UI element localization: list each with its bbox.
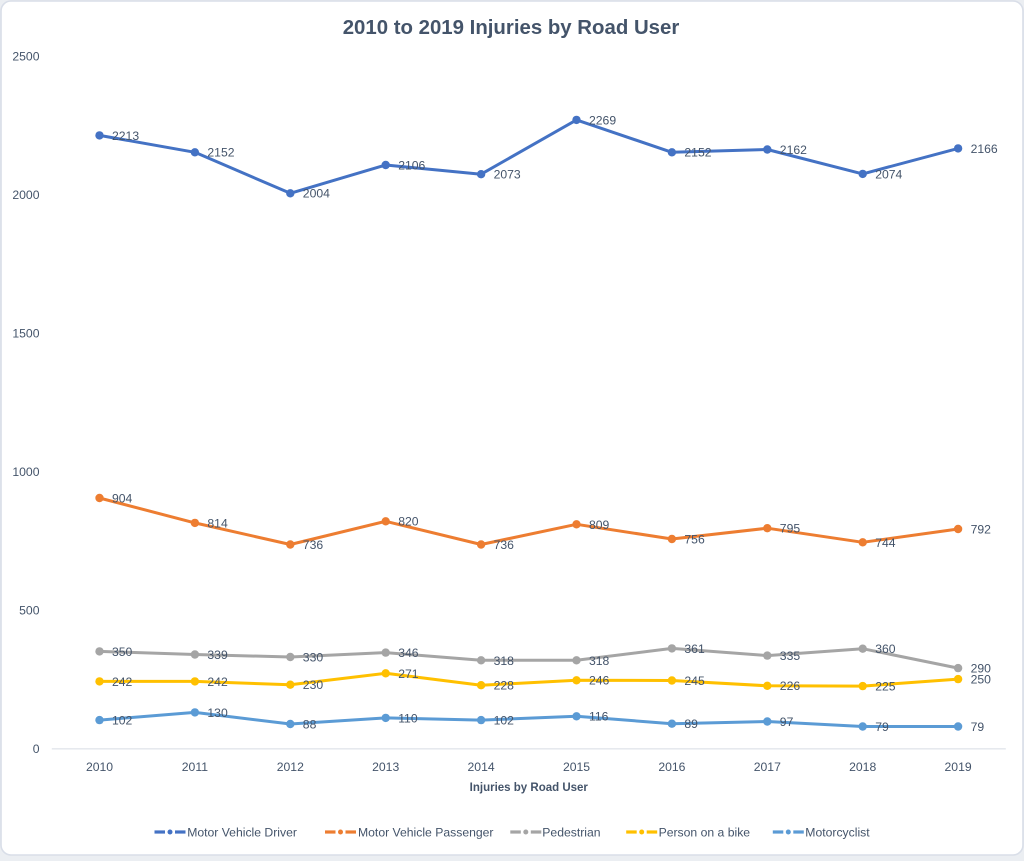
- svg-text:89: 89: [684, 717, 698, 731]
- svg-text:820: 820: [398, 515, 419, 529]
- svg-text:Pedestrian: Pedestrian: [542, 826, 600, 840]
- svg-text:318: 318: [589, 654, 610, 668]
- svg-text:1500: 1500: [12, 326, 39, 340]
- svg-text:242: 242: [112, 675, 133, 689]
- svg-text:2018: 2018: [849, 760, 876, 774]
- svg-text:809: 809: [589, 518, 610, 532]
- svg-text:736: 736: [303, 538, 324, 552]
- svg-text:2500: 2500: [12, 49, 39, 63]
- svg-text:79: 79: [971, 720, 985, 734]
- svg-text:2014: 2014: [468, 760, 495, 774]
- svg-text:2073: 2073: [494, 168, 521, 182]
- svg-text:79: 79: [875, 720, 889, 734]
- svg-text:318: 318: [494, 654, 515, 668]
- svg-text:116: 116: [589, 710, 609, 724]
- svg-text:2000: 2000: [12, 188, 39, 202]
- svg-text:2162: 2162: [780, 143, 807, 157]
- svg-text:330: 330: [303, 650, 324, 664]
- svg-text:2106: 2106: [398, 159, 425, 173]
- svg-text:0: 0: [33, 742, 40, 756]
- svg-text:346: 346: [398, 646, 419, 660]
- svg-text:250: 250: [971, 673, 992, 687]
- svg-text:2004: 2004: [303, 187, 330, 201]
- svg-text:230: 230: [303, 678, 324, 692]
- svg-text:360: 360: [875, 642, 896, 656]
- svg-text:500: 500: [19, 603, 40, 617]
- svg-text:792: 792: [971, 523, 992, 537]
- svg-text:102: 102: [494, 714, 515, 728]
- svg-text:Motorcyclist: Motorcyclist: [805, 826, 870, 840]
- svg-text:335: 335: [780, 649, 801, 663]
- svg-text:2269: 2269: [589, 113, 616, 127]
- svg-text:361: 361: [684, 642, 705, 656]
- svg-text:744: 744: [875, 536, 896, 550]
- svg-text:2010: 2010: [86, 760, 113, 774]
- svg-text:350: 350: [112, 645, 133, 659]
- svg-text:1000: 1000: [12, 465, 39, 479]
- svg-text:2010 to 2019 Injuries by Road: 2010 to 2019 Injuries by Road User: [343, 17, 680, 39]
- svg-text:756: 756: [684, 532, 705, 546]
- svg-text:2015: 2015: [563, 760, 590, 774]
- svg-text:339: 339: [207, 648, 228, 662]
- svg-text:97: 97: [780, 715, 794, 729]
- svg-text:225: 225: [875, 680, 896, 694]
- svg-text:110: 110: [398, 711, 418, 725]
- svg-text:88: 88: [303, 718, 317, 732]
- svg-text:290: 290: [971, 662, 992, 676]
- svg-text:2011: 2011: [182, 760, 208, 774]
- svg-text:2152: 2152: [207, 146, 234, 160]
- svg-text:Motor Vehicle Passenger: Motor Vehicle Passenger: [358, 826, 494, 840]
- svg-text:2016: 2016: [658, 760, 685, 774]
- svg-text:2166: 2166: [971, 142, 998, 156]
- svg-text:130: 130: [207, 706, 228, 720]
- svg-text:271: 271: [398, 667, 419, 681]
- svg-text:736: 736: [494, 538, 515, 552]
- svg-text:Person on a bike: Person on a bike: [659, 826, 751, 840]
- svg-text:2017: 2017: [754, 760, 781, 774]
- svg-text:904: 904: [112, 491, 133, 505]
- svg-text:2074: 2074: [875, 167, 902, 181]
- svg-text:814: 814: [207, 516, 228, 530]
- svg-text:Injuries by Road User: Injuries by Road User: [470, 782, 589, 794]
- svg-text:245: 245: [684, 674, 705, 688]
- svg-text:2213: 2213: [112, 129, 139, 143]
- svg-text:242: 242: [207, 675, 228, 689]
- svg-text:2019: 2019: [945, 760, 972, 774]
- svg-text:246: 246: [589, 674, 610, 688]
- svg-text:795: 795: [780, 522, 801, 536]
- svg-text:Motor Vehicle Driver: Motor Vehicle Driver: [187, 826, 297, 840]
- svg-text:2013: 2013: [372, 760, 399, 774]
- svg-text:2012: 2012: [277, 760, 304, 774]
- svg-text:2152: 2152: [684, 146, 711, 160]
- svg-text:226: 226: [780, 679, 801, 693]
- svg-text:102: 102: [112, 714, 133, 728]
- svg-text:228: 228: [494, 679, 515, 693]
